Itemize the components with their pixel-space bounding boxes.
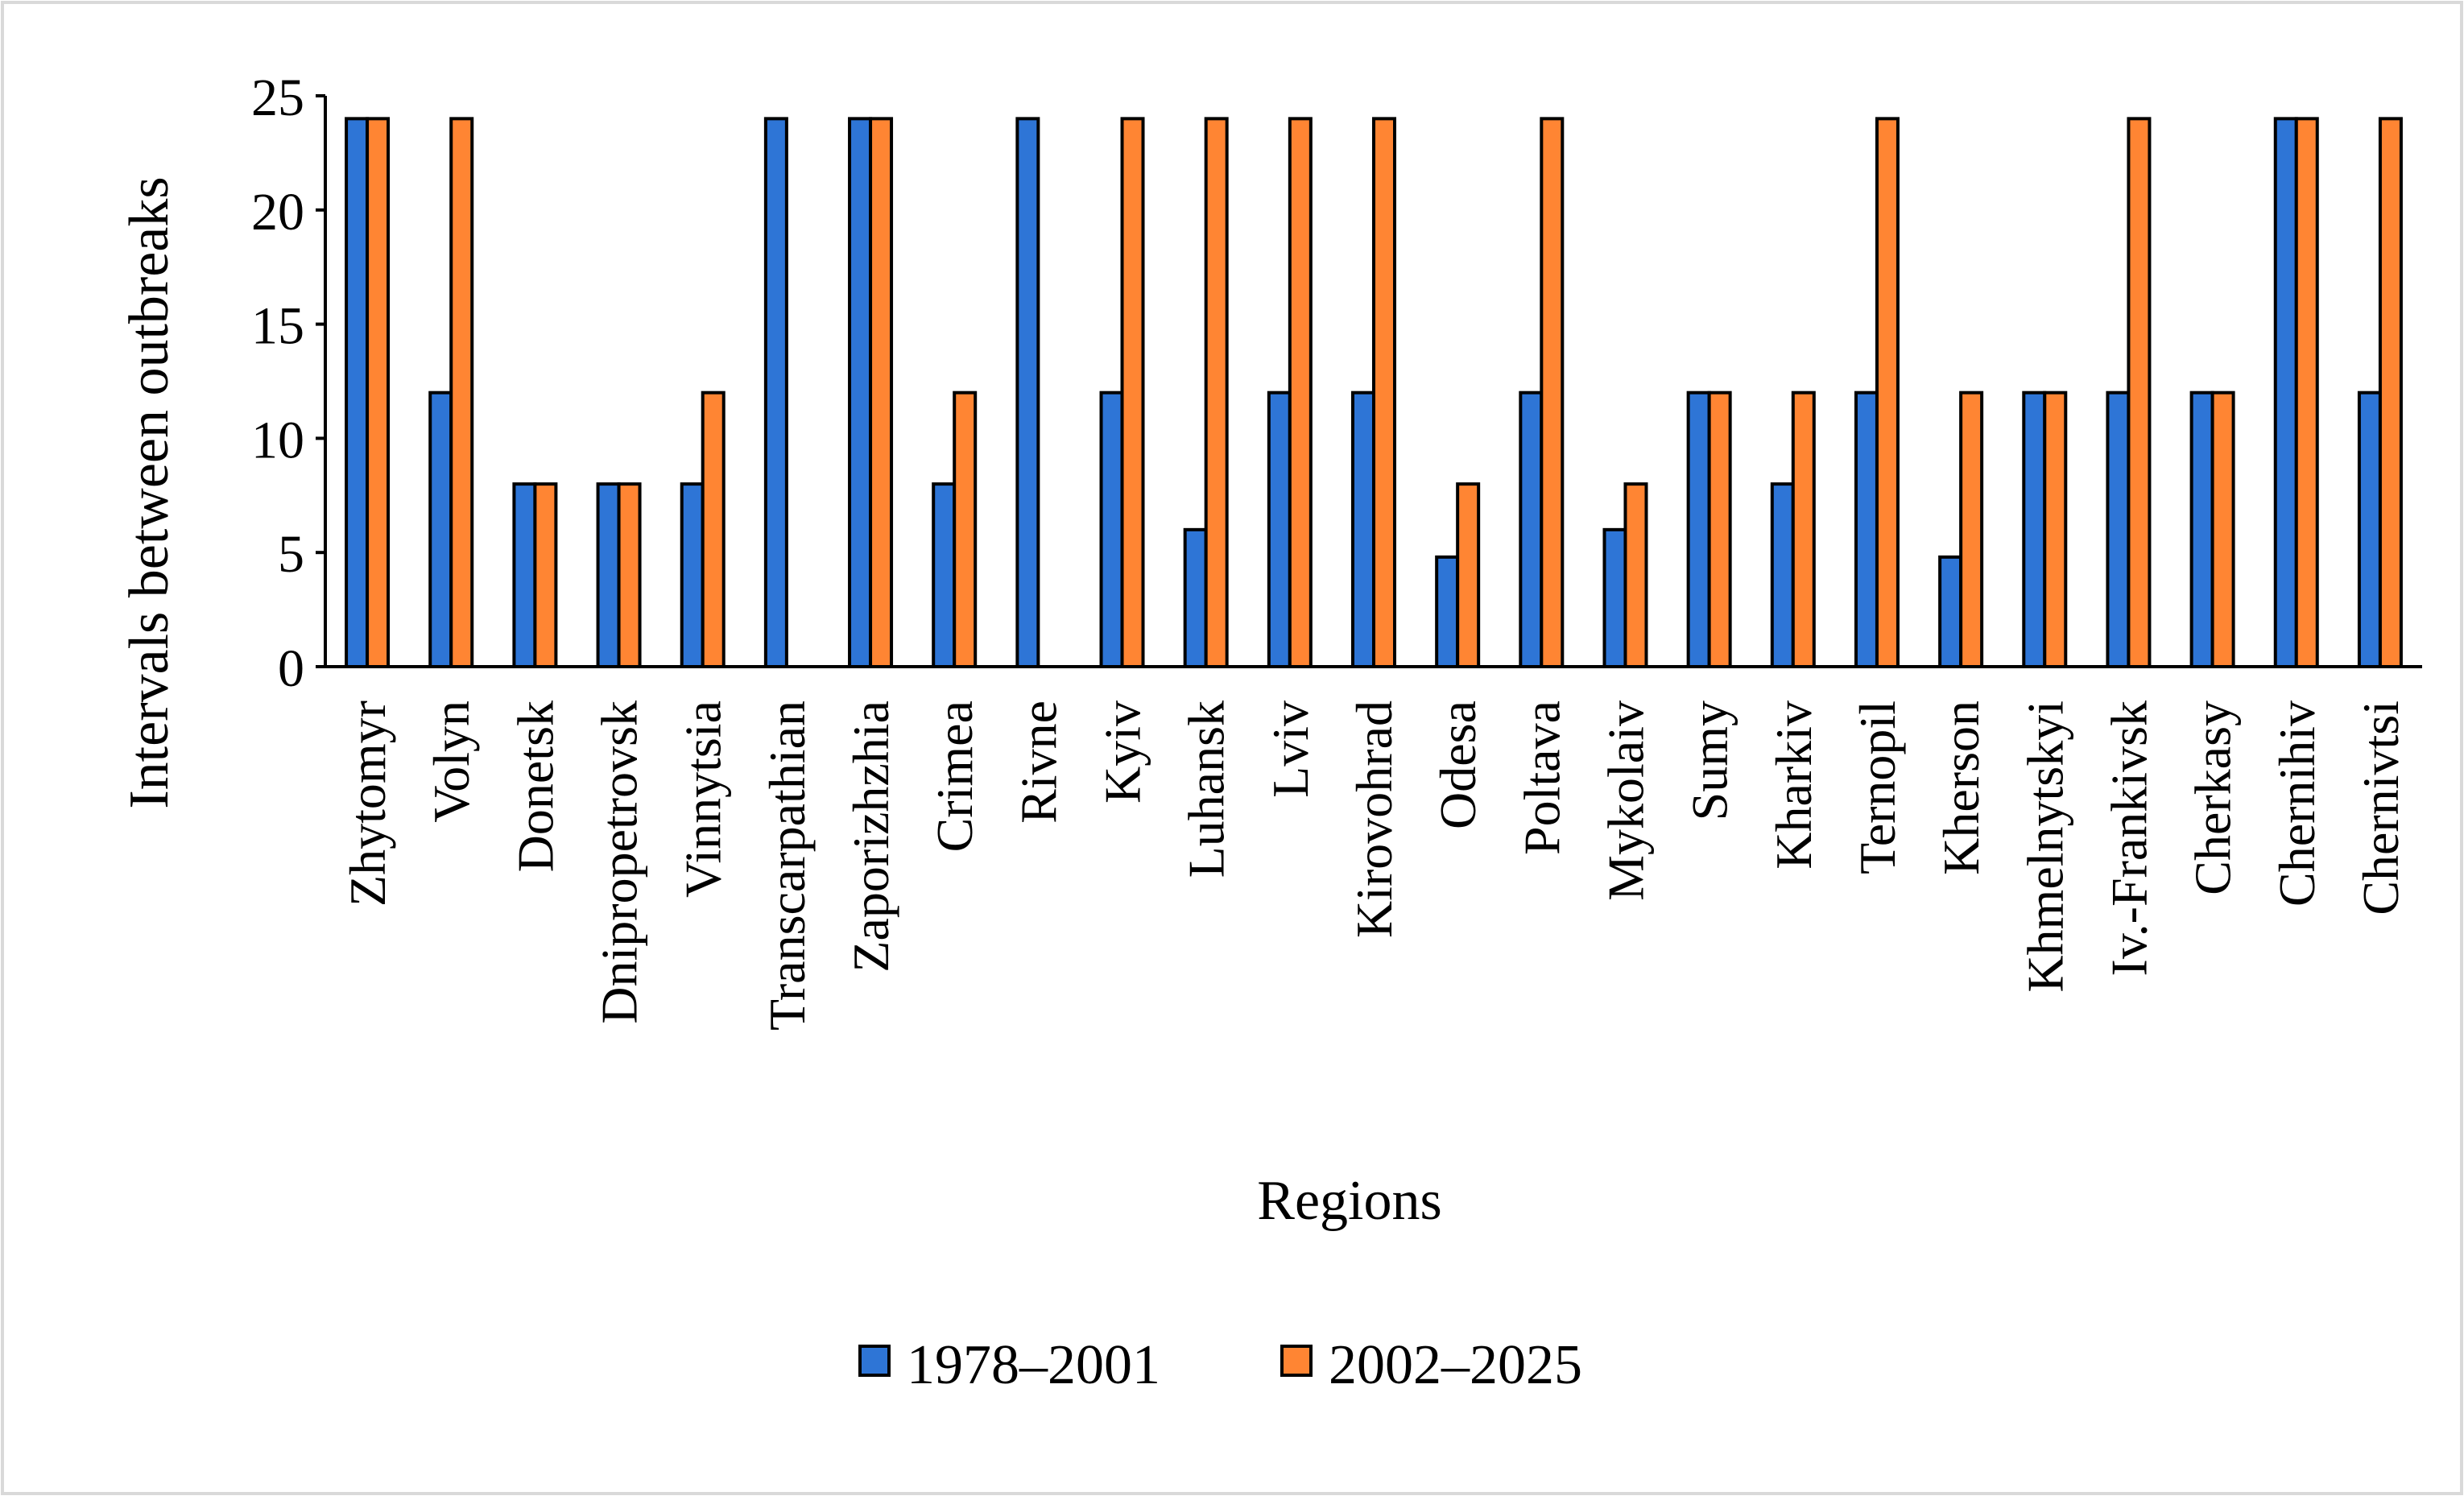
x-category-label: Poltava	[1513, 700, 1570, 855]
bar-series2-sumy	[1707, 390, 1732, 668]
bar-series1-kharkiv	[1770, 482, 1795, 668]
bar-series1-poltava	[1519, 390, 1544, 668]
x-category-label: Donetsk	[506, 700, 564, 872]
bar-series2-khmelnytskyi	[2043, 390, 2068, 668]
bar-series1-lviv	[1267, 390, 1292, 668]
bar-series2-chernivtsi	[2378, 117, 2403, 669]
bar-series1-chernihiv	[2273, 117, 2298, 669]
y-tick-label: 25	[251, 68, 304, 127]
x-category-label: Zhytomyr	[339, 700, 396, 907]
x-category-label: Kharkiv	[1765, 700, 1822, 870]
bar-series1-kirovohrad	[1351, 390, 1375, 668]
bar-series1-crimea	[932, 482, 957, 668]
bar-series2-chernihiv	[2294, 117, 2319, 669]
y-ticks-layer: 0 5 10 15 20 25	[251, 68, 325, 698]
bar-series1-donetsk	[512, 482, 537, 668]
bar-series1-luhansk	[1183, 527, 1208, 669]
x-category-label: Iv.-Frankivsk	[2100, 700, 2157, 976]
bar-series1-sumy	[1686, 390, 1711, 668]
axes-layer	[324, 96, 2422, 668]
x-category-label: Odesa	[1429, 700, 1486, 829]
legend-label-2: 2002–2025	[1329, 1334, 1582, 1396]
bar-series2-kharkiv	[1791, 390, 1816, 668]
x-categories-layer: Zhytomyr Volyn Donetsk Dnipropetrovsk Vinnyt…	[339, 700, 2409, 1031]
bar-series2-poltava	[1540, 117, 1565, 669]
bar-series2-vinnytsia	[701, 390, 726, 668]
bar-series2-dnipropetrovsk	[617, 482, 642, 668]
bar-series1-rivne	[1015, 117, 1040, 669]
x-category-label: Dnipropetrovsk	[591, 700, 648, 1024]
x-category-label: Luhansk	[1178, 700, 1235, 878]
bar-series1-kherson	[1938, 555, 1963, 669]
x-category-label: Volyn	[423, 700, 480, 823]
bar-series1-kyiv	[1099, 390, 1124, 668]
legend-label-1: 1978–2001	[907, 1334, 1160, 1396]
bar-series2-donetsk	[533, 482, 558, 668]
x-category-label: Rivne	[1010, 700, 1067, 824]
bar-series1-zaporizhzhia	[848, 117, 873, 669]
y-tick-label: 5	[278, 525, 304, 584]
bar-series1-mykolaiv	[1602, 527, 1627, 669]
bar-series2-zaporizhzhia	[869, 117, 894, 669]
bar-series1-vinnytsia	[680, 482, 705, 668]
x-category-label: Kirovohrad	[1346, 700, 1403, 938]
bar-series2-cherkasy	[2210, 390, 2235, 668]
bar-series2-luhansk	[1204, 117, 1229, 669]
legend-swatch-1	[858, 1345, 891, 1377]
y-tick-label: 10	[251, 411, 304, 469]
legend: 1978–2001 2002–2025	[858, 1334, 1582, 1396]
bar-series2-kherson	[1959, 390, 1984, 668]
legend-swatch-2	[1280, 1345, 1313, 1377]
bar-series1-odesa	[1435, 555, 1460, 669]
bar-series1-dnipropetrovsk	[596, 482, 621, 668]
bar-series2-kyiv	[1120, 117, 1145, 669]
bar-series1-chernivtsi	[2357, 390, 2382, 668]
x-category-label: Ternopil	[1849, 700, 1906, 874]
y-tick-label: 20	[251, 183, 304, 242]
x-category-label: Khmelnytskyi	[2016, 700, 2073, 993]
x-category-label: Chernihiv	[2268, 700, 2326, 907]
x-category-label: Lviv	[1262, 700, 1319, 798]
bar-series2-odesa	[1456, 482, 1481, 668]
x-category-label: Cherkasy	[2185, 700, 2242, 895]
bar-series1-transcarpathian	[763, 117, 788, 669]
x-category-label: Vinnytsia	[675, 700, 732, 898]
x-axis-label: Regions	[1257, 1170, 1441, 1232]
x-category-label: Mykolaiv	[1597, 700, 1654, 901]
bar-series2-lviv	[1288, 117, 1313, 669]
x-category-label: Kyiv	[1094, 700, 1151, 804]
bar-series1-khmelnytskyi	[2022, 390, 2047, 668]
x-category-label: Crimea	[926, 700, 983, 852]
x-category-label: Zaporizhzhia	[842, 700, 899, 973]
bar-series2-mykolaiv	[1623, 482, 1648, 668]
x-category-label: Transcarpathian	[759, 700, 816, 1031]
bar-series2-kirovohrad	[1372, 117, 1396, 669]
x-category-label: Chernivtsi	[2352, 700, 2409, 915]
bars-layer	[345, 117, 2403, 669]
bar-series1-iv-frankivsk	[2106, 390, 2131, 668]
bar-series2-zhytomyr	[366, 117, 391, 669]
bar-series2-ternopil	[1875, 117, 1900, 669]
bar-series2-crimea	[953, 390, 978, 668]
x-category-label: Kherson	[1933, 700, 1990, 875]
bar-series1-cherkasy	[2189, 390, 2214, 668]
bar-series2-iv-frankivsk	[2127, 117, 2152, 669]
y-axis-label: Intervals between outbreaks	[118, 176, 180, 808]
bar-series1-zhytomyr	[345, 117, 370, 669]
y-tick-label: 0	[278, 639, 304, 698]
x-category-label: Sumy	[1681, 700, 1738, 820]
y-tick-label: 15	[251, 297, 304, 356]
bar-series1-ternopil	[1854, 390, 1879, 668]
bar-series2-volyn	[449, 117, 474, 669]
bar-series1-volyn	[428, 390, 453, 668]
